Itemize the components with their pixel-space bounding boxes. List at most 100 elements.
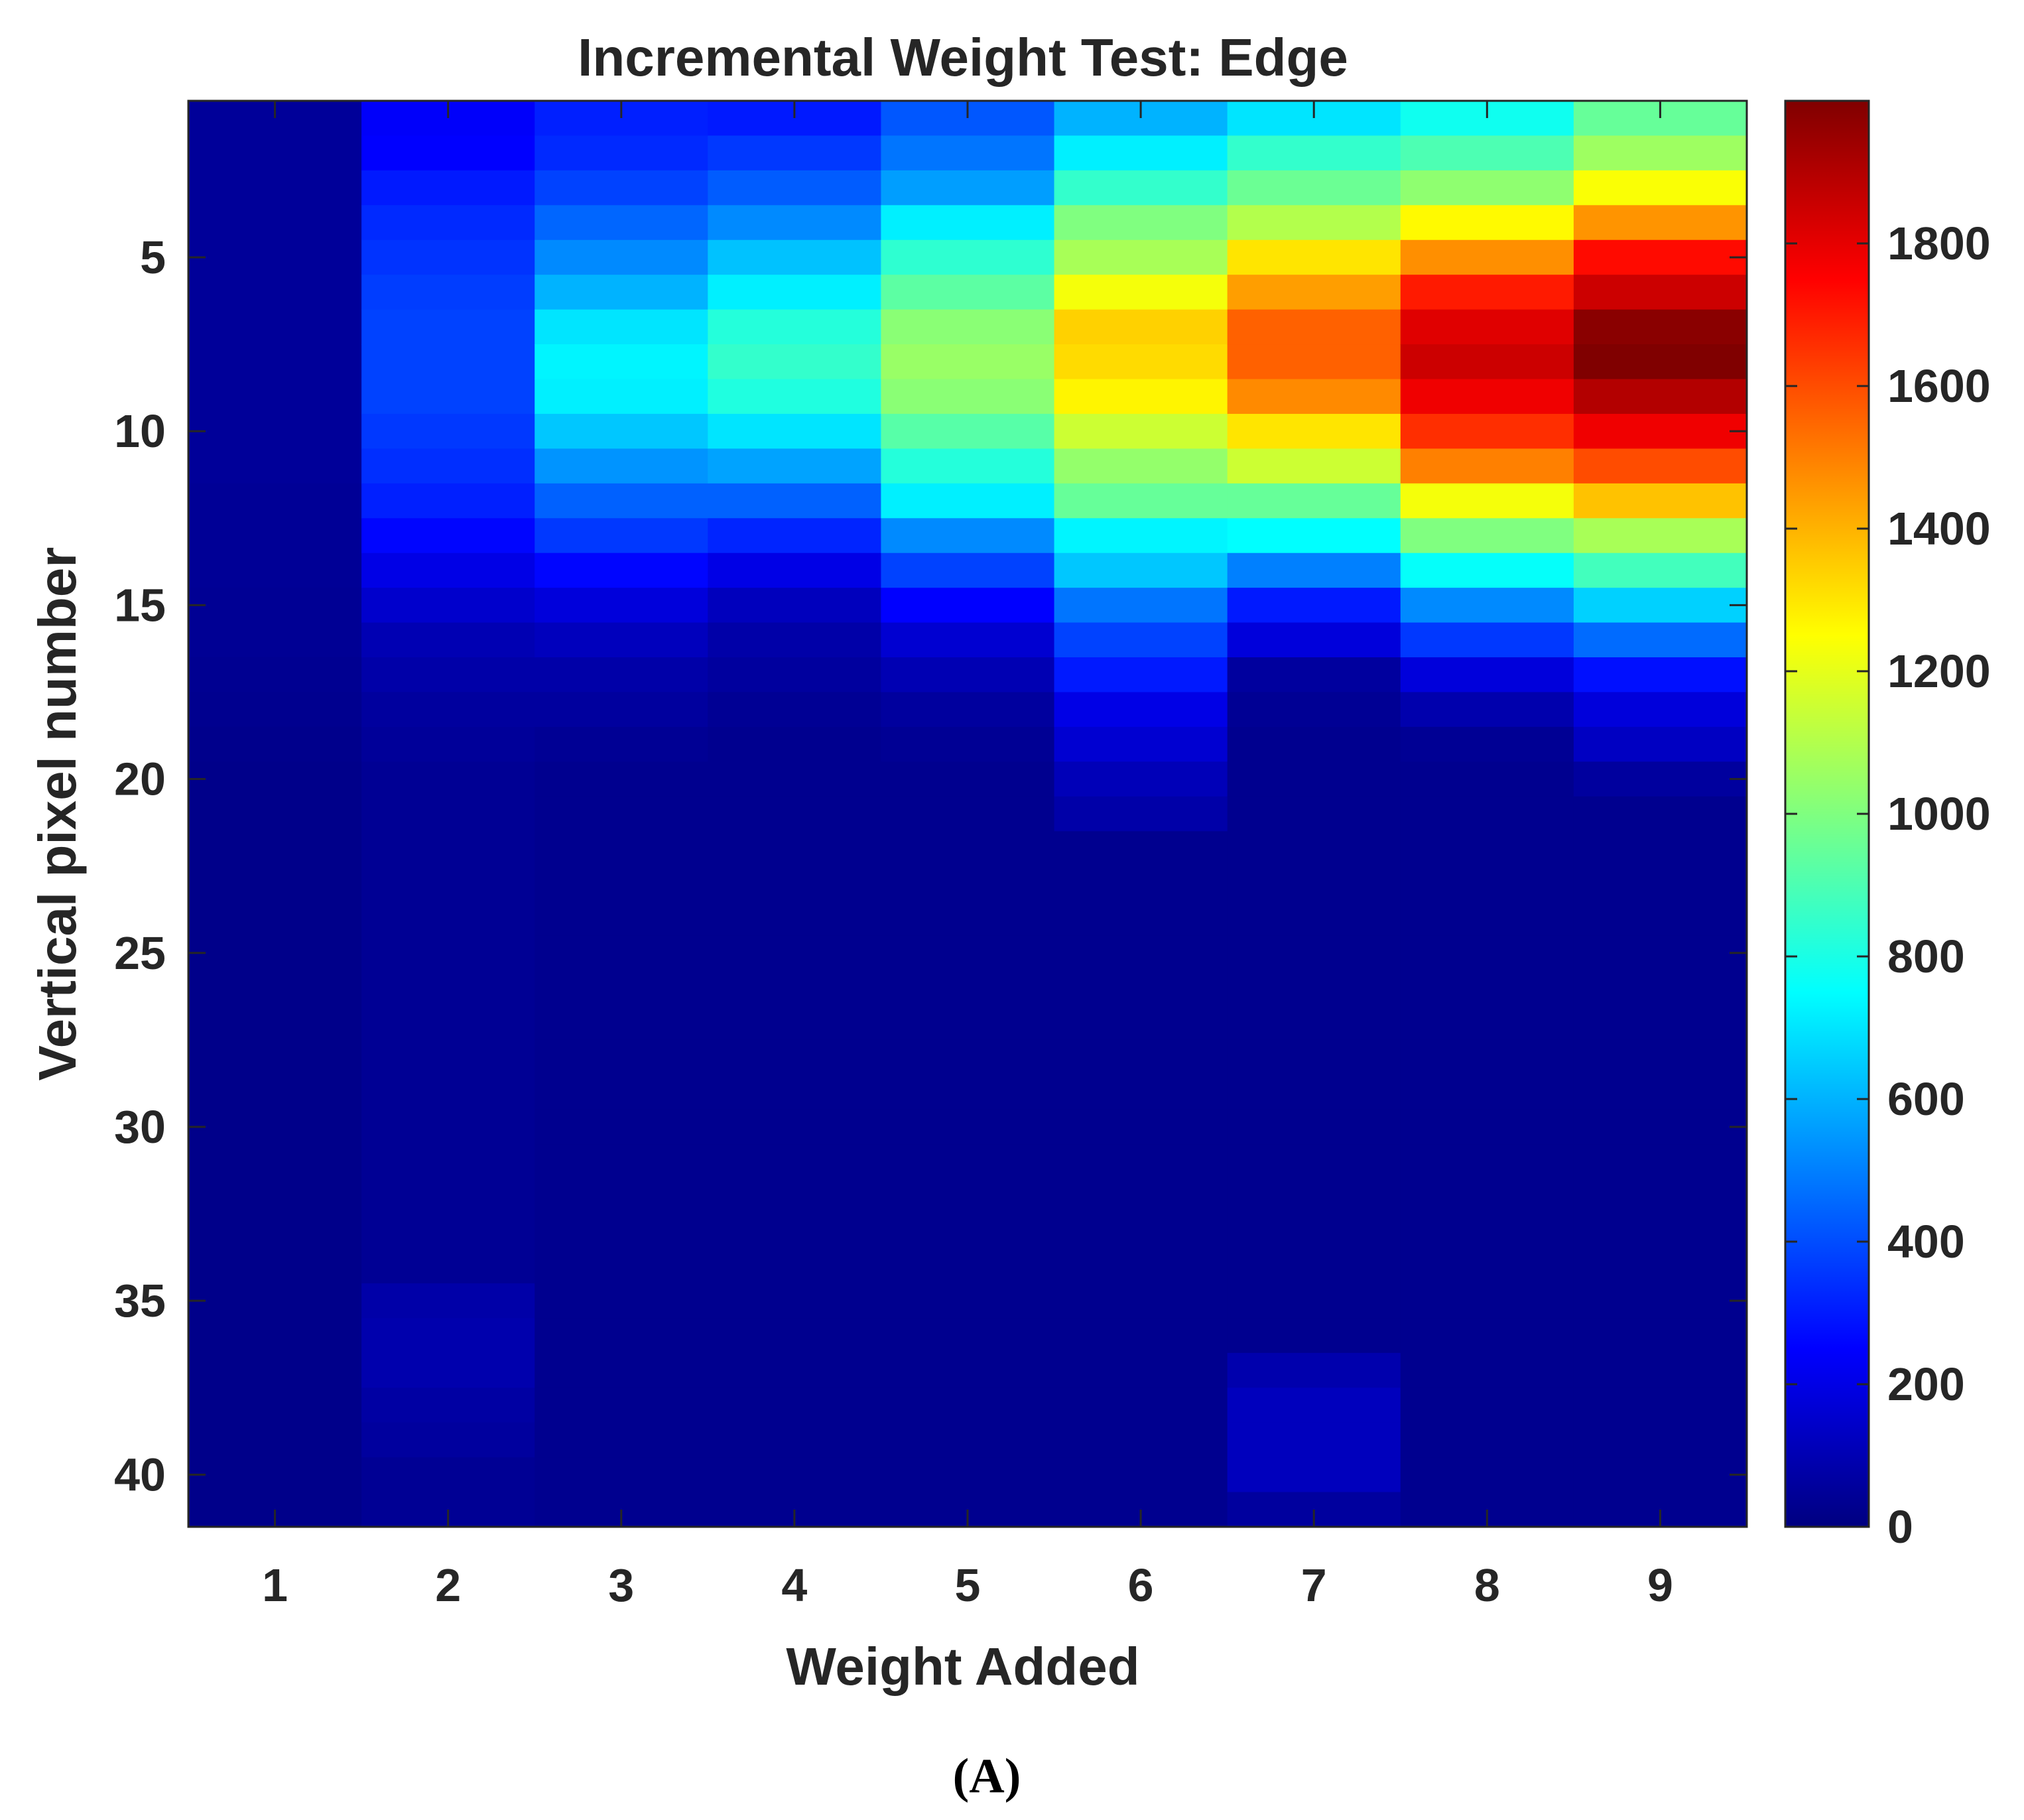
heatmap-cell [708,726,882,762]
heatmap-cell [1400,1248,1574,1284]
heatmap-cell [361,205,535,241]
heatmap-cell [881,275,1055,310]
heatmap-cell [708,518,882,554]
heatmap-cell [361,379,535,415]
heatmap-cell [1054,935,1228,971]
heatmap-cell [708,483,882,519]
heatmap-cell [535,448,708,484]
heatmap-cell [535,552,708,588]
heatmap-cell [1573,1422,1747,1458]
heatmap-cell [708,239,882,275]
heatmap-cell [1054,518,1228,554]
heatmap-cell [1400,1144,1574,1180]
heatmap-cell [535,205,708,241]
heatmap-cell [535,622,708,658]
heatmap-cell [881,518,1055,554]
heatmap-cell [1573,761,1747,797]
heatmap-cell [1573,1248,1747,1284]
heatmap-cell [535,935,708,971]
heatmap-cell [1573,205,1747,241]
heatmap-cell [361,1457,535,1493]
heatmap-cell [881,692,1055,728]
heatmap-cell [1573,866,1747,901]
heatmap-cell [881,588,1055,623]
heatmap-cell [1400,275,1574,310]
heatmap-cell [188,1109,362,1145]
heatmap-cell [188,901,362,937]
heatmap-cell [361,275,535,310]
heatmap-cell [535,170,708,206]
heatmap-cell [1400,170,1574,206]
heatmap-cell [1400,1074,1574,1110]
heatmap-cell [1400,657,1574,693]
heatmap-cell [188,205,362,241]
heatmap-cell [881,761,1055,797]
heatmap-cell [881,448,1055,484]
heatmap-cell [708,970,882,1006]
heatmap-cell [361,796,535,832]
heatmap-cell [188,448,362,484]
heatmap-cell [535,726,708,762]
heatmap-cell [1227,622,1401,658]
heatmap-cell [708,1318,882,1354]
heatmap-cell [708,552,882,588]
heatmap-cell [535,275,708,310]
heatmap-cell [1054,831,1228,867]
heatmap-cell [1054,761,1228,797]
heatmap-cell [1227,552,1401,588]
heatmap-cell [1054,552,1228,588]
heatmap-cell [361,1214,535,1250]
heatmap-cell [535,1039,708,1075]
heatmap-cell [535,1214,708,1250]
heatmap-cell [188,796,362,832]
heatmap-cell [881,1388,1055,1423]
heatmap-cell [1054,1179,1228,1214]
heatmap-cell [535,1005,708,1041]
heatmap-cell [188,1039,362,1075]
heatmap-cell [1227,1422,1401,1458]
heatmap-cell [881,622,1055,658]
x-tick-label: 1 [262,1559,288,1611]
heatmap-cell [188,1248,362,1284]
heatmap-cell [1400,1388,1574,1423]
heatmap-cell [1573,1352,1747,1388]
heatmap-cell [1227,970,1401,1006]
heatmap-cell [188,692,362,728]
heatmap-cell [361,935,535,971]
panel-label: (A) [953,1749,1021,1803]
heatmap-cell [361,170,535,206]
x-tick-label: 9 [1647,1559,1673,1611]
heatmap-cell [1573,552,1747,588]
colorbar-tick-label: 1400 [1887,503,1991,554]
y-tick-label: 10 [114,405,166,457]
heatmap-cell [188,344,362,380]
heatmap-cell [1400,552,1574,588]
heatmap-cell [1400,379,1574,415]
heatmap-cell [881,239,1055,275]
heatmap-cell [188,275,362,310]
heatmap-cell [708,1214,882,1250]
heatmap-cell [1054,1283,1228,1319]
heatmap-cell [361,309,535,345]
heatmap-cell [1573,1283,1747,1319]
heatmap-cell [1573,1039,1747,1075]
heatmap-cell [188,831,362,867]
heatmap-cell [1400,901,1574,937]
heatmap-cell [1400,935,1574,971]
heatmap-cell [1054,135,1228,171]
heatmap-cell [881,379,1055,415]
heatmap-cell [1054,379,1228,415]
heatmap-cell [1054,1457,1228,1493]
heatmap-cell [361,1388,535,1423]
heatmap-cell [1054,1144,1228,1180]
heatmap-cell [535,1352,708,1388]
heatmap-cell [1573,1179,1747,1214]
heatmap-cell [708,1005,882,1041]
heatmap-cell [708,309,882,345]
heatmap-cell [361,448,535,484]
heatmap-cell [708,135,882,171]
heatmap-cell [535,970,708,1006]
heatmap-cell [1573,1074,1747,1110]
heatmap-cell [1573,588,1747,623]
heatmap-cell [1573,309,1747,345]
